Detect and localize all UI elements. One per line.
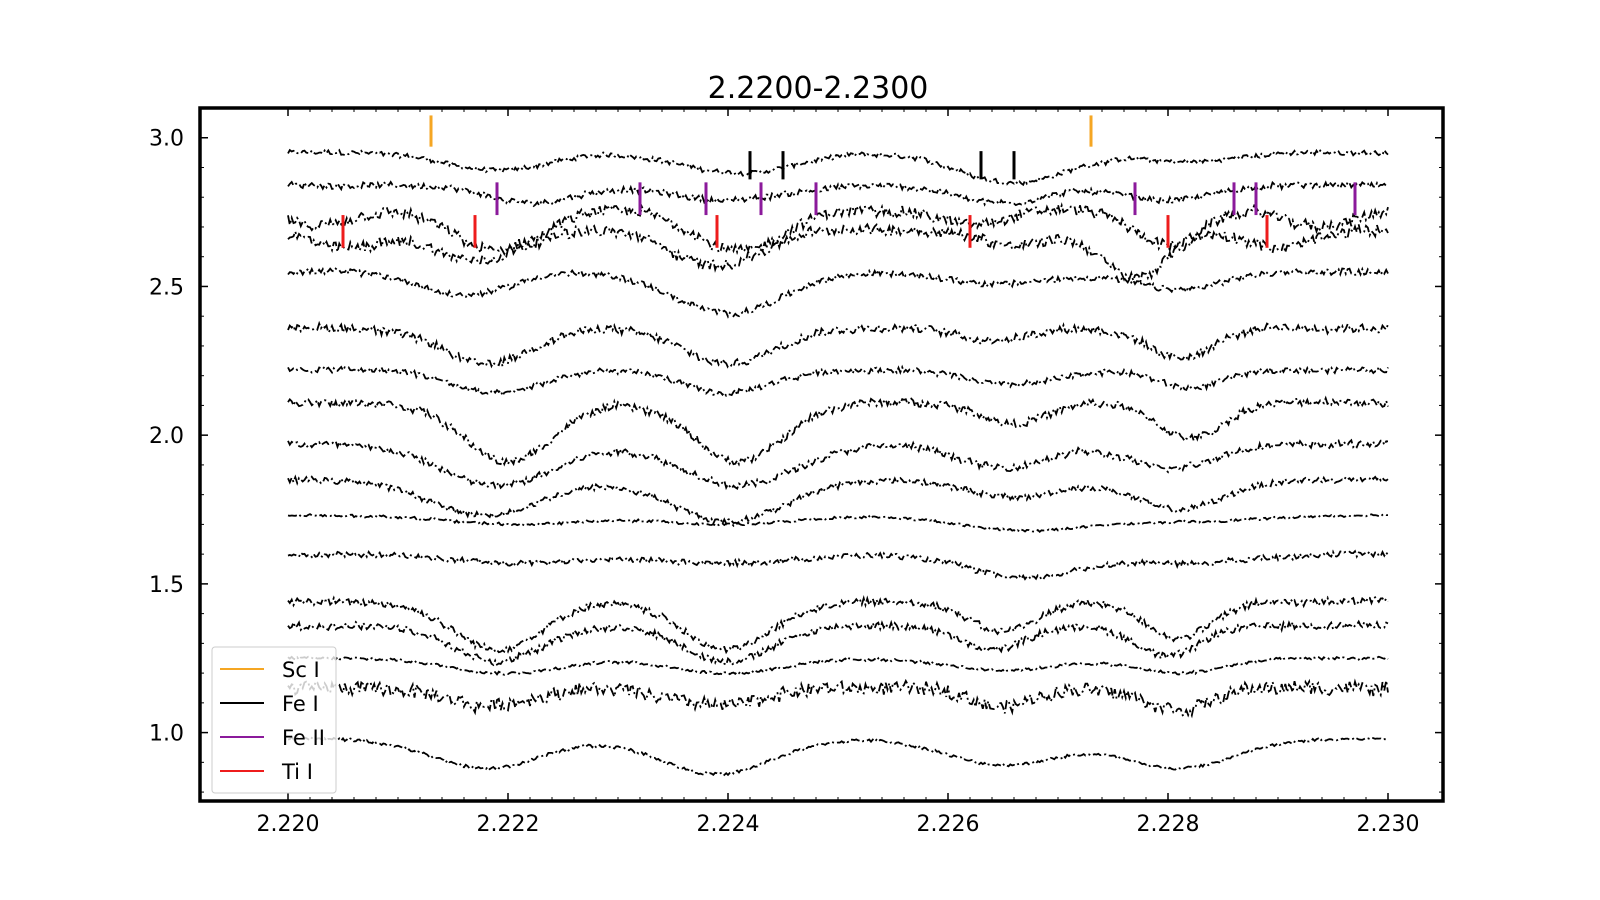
y-tick-label: 2.5 [149, 275, 184, 300]
x-tick-label: 2.220 [257, 812, 320, 837]
chart-title: 2.2200-2.2300 [708, 71, 929, 106]
spectrum-series-16 [287, 678, 1389, 719]
spectrum-series-5 [287, 266, 1389, 319]
legend-label-fe-i: Fe I [282, 692, 319, 716]
y-tick-label: 1.0 [149, 722, 184, 747]
spectrum-series-3 [287, 202, 1389, 256]
x-tick-label: 2.226 [917, 812, 980, 837]
spectrum-series-2 [287, 179, 1389, 208]
y-tick-label: 1.5 [149, 573, 184, 598]
spectrum-series-1 [287, 148, 1389, 187]
y-tick-label: 3.0 [149, 127, 184, 152]
x-tick-label: 2.230 [1357, 812, 1420, 837]
plot-frame [198, 106, 1445, 803]
spectrum-series-17 [287, 735, 1389, 777]
y-tick-label: 2.0 [149, 424, 184, 449]
spectrum-series-9 [287, 438, 1389, 491]
spectrum-series-14 [287, 619, 1389, 667]
legend: Sc I Fe I Fe II Ti I [211, 646, 337, 794]
legend-box [211, 646, 337, 794]
x-tick-label: 2.222 [477, 812, 540, 837]
spectrum-series-13 [287, 595, 1389, 655]
spectrum-series-8 [287, 395, 1389, 467]
x-axis: 2.220 2.222 2.224 2.226 2.228 2.230 [257, 108, 1420, 837]
spectrum-series-6 [287, 320, 1389, 369]
series-layer [287, 148, 1389, 777]
line-marker-layer [341, 115, 1357, 248]
x-tick-label: 2.224 [697, 812, 760, 837]
spectrum-series-10 [287, 474, 1389, 527]
y-axis: 1.0 1.5 2.0 2.5 3.0 [149, 127, 1443, 793]
spectrum-series-4 [287, 222, 1389, 285]
spectrum-series-7 [287, 364, 1389, 399]
spectrum-series-15 [287, 655, 1389, 676]
legend-label-ti-i: Ti I [281, 760, 313, 784]
legend-label-sc-i: Sc I [282, 658, 320, 682]
x-tick-label: 2.228 [1137, 812, 1200, 837]
spectrum-series-12 [287, 549, 1389, 581]
spectrum-series-11 [287, 513, 1388, 534]
legend-label-fe-ii: Fe II [282, 726, 325, 750]
